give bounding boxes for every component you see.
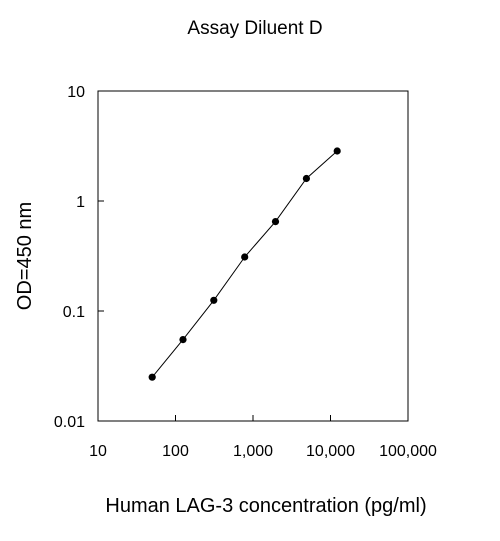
y-tick-label: 0.1 [63, 304, 85, 321]
data-point [333, 147, 341, 155]
x-tick-label: 10,000 [306, 443, 355, 460]
plot-frame [97, 90, 409, 422]
y-tick-label: 0.01 [54, 414, 85, 431]
chart-title: Assay Diluent D [187, 18, 323, 39]
x-tick-label: 1,000 [233, 443, 273, 460]
x-axis-ticks: 10 100 1,000 10,000 100,000 [89, 415, 437, 460]
x-tick-label: 100,000 [379, 443, 437, 460]
data-point [271, 218, 280, 226]
data-point [241, 253, 249, 261]
y-axis-label: OD=450 nm [14, 202, 36, 310]
y-tick-label: 10 [67, 84, 85, 101]
data-point [179, 336, 187, 344]
x-tick-label: 10 [89, 443, 107, 460]
x-tick-label: 100 [162, 443, 189, 460]
x-axis-label: Human LAG-3 concentration (pg/ml) [105, 495, 426, 517]
series-line [151, 150, 338, 378]
series-points [148, 147, 341, 381]
data-point [210, 296, 218, 304]
data-point [148, 373, 156, 381]
y-axis-ticks: 0.01 0.1 1 10 [54, 84, 104, 431]
y-tick-label: 1 [76, 194, 85, 211]
data-point [302, 174, 310, 183]
